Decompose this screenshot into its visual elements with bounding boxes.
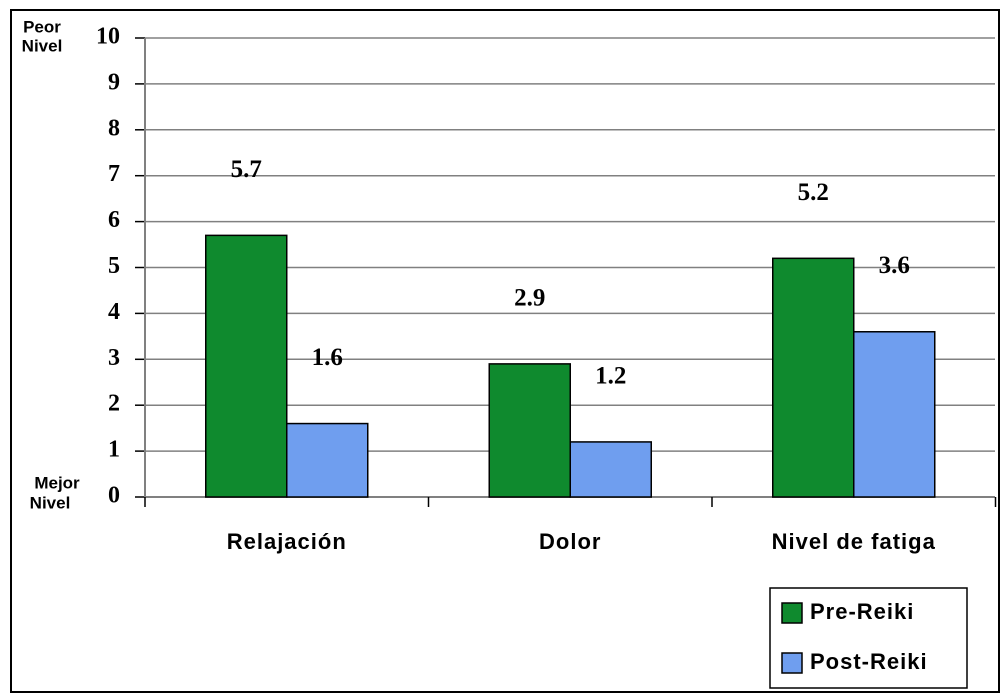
legend-label: Pre-Reiki xyxy=(810,599,914,624)
value-label: 5.2 xyxy=(798,179,829,206)
legend-swatch xyxy=(781,602,803,624)
y-tick-label: 0 xyxy=(108,483,120,509)
annotation: Nivel xyxy=(22,36,63,55)
frame xyxy=(10,9,1000,693)
legend-box xyxy=(769,587,968,689)
bar xyxy=(488,363,571,498)
value-label: 1.6 xyxy=(312,344,343,371)
y-tick-label: 10 xyxy=(96,24,120,50)
legend-label: Post-Reiki xyxy=(810,649,928,674)
annotation: Nivel xyxy=(30,493,71,512)
x-tick-label: Nivel de fatiga xyxy=(772,529,936,554)
y-tick-label: 5 xyxy=(108,253,120,279)
value-label: 3.6 xyxy=(879,252,910,279)
bar xyxy=(853,331,936,498)
annotation: Peor xyxy=(23,17,61,36)
value-label: 5.7 xyxy=(231,156,262,183)
bar xyxy=(286,422,369,498)
y-tick-label: 4 xyxy=(108,299,120,325)
y-tick-label: 3 xyxy=(108,345,120,371)
y-tick-label: 9 xyxy=(108,69,120,95)
bar xyxy=(569,441,652,498)
y-tick-label: 6 xyxy=(108,207,120,233)
x-tick-label: Relajación xyxy=(227,529,347,554)
y-tick-label: 1 xyxy=(108,437,120,463)
annotation: Mejor xyxy=(34,473,80,492)
y-tick-label: 2 xyxy=(108,391,120,417)
value-label: 1.2 xyxy=(595,362,626,389)
x-tick-label: Dolor xyxy=(539,529,601,554)
value-label: 2.9 xyxy=(514,284,545,311)
y-tick-label: 7 xyxy=(108,161,120,187)
legend-swatch xyxy=(781,652,803,674)
y-tick-label: 8 xyxy=(108,115,120,141)
bar xyxy=(772,257,855,498)
bar xyxy=(205,234,288,498)
